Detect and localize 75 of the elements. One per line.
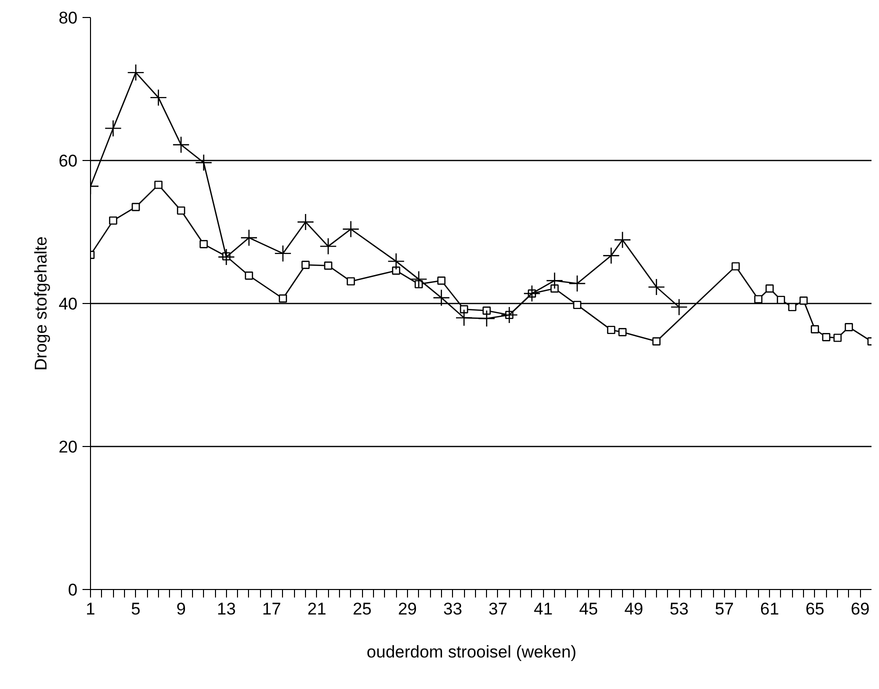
point (602, 246, 620, 264)
point (766, 284, 774, 293)
point (200, 240, 208, 248)
point (218, 248, 235, 266)
x-tick-label: 25 (352, 600, 372, 618)
point (652, 337, 661, 346)
x-tick-label: 33 (443, 600, 462, 618)
point (546, 272, 564, 290)
point (240, 229, 258, 246)
point (670, 298, 688, 316)
point (132, 202, 140, 212)
point (109, 216, 118, 225)
point (607, 326, 616, 334)
x-tick-label: 57 (714, 600, 734, 618)
point (320, 238, 337, 255)
point (104, 120, 122, 137)
point (392, 266, 400, 275)
point (500, 306, 518, 324)
point (478, 310, 496, 328)
point (296, 213, 314, 231)
point (278, 294, 288, 303)
point (648, 278, 666, 296)
x-tick-label: 1 (86, 600, 96, 618)
x-tick-label: 37 (488, 600, 508, 618)
point (437, 276, 446, 285)
point (346, 277, 355, 286)
point (732, 262, 740, 270)
x-axis-title: ouderdom strooisel (weken) (366, 642, 576, 662)
x-tick-label: 53 (670, 600, 689, 618)
point (810, 325, 820, 334)
point (573, 300, 582, 310)
point (455, 309, 473, 326)
y-tick-label: 40 (58, 294, 78, 314)
point (127, 64, 144, 82)
x-tick-label: 21 (307, 600, 326, 618)
point (172, 136, 190, 154)
point (799, 296, 808, 305)
y-tick-label: 80 (58, 8, 78, 28)
x-tick-label: 41 (534, 600, 553, 618)
x-tick-label: 65 (805, 600, 824, 618)
point (301, 260, 310, 269)
point (195, 154, 212, 172)
x-tick-label: 9 (176, 600, 186, 618)
point (618, 328, 627, 336)
point (550, 284, 559, 293)
y-tick-label: 20 (58, 438, 78, 456)
point (274, 244, 292, 262)
y-tick-label: 0 (68, 580, 78, 600)
y-axis-title: Droge stofgehalte (32, 236, 51, 371)
point (833, 334, 842, 342)
x-tick-label: 45 (579, 600, 598, 618)
point (754, 295, 762, 304)
x-tick-label: 69 (850, 600, 870, 618)
x-tick-label: 61 (760, 600, 780, 618)
x-tick-label: 5 (131, 600, 141, 618)
point (176, 206, 186, 215)
x-tick-label: 49 (624, 600, 644, 618)
x-tick-label: 29 (398, 600, 417, 618)
point (614, 231, 632, 248)
x-tick-label: 13 (216, 600, 236, 618)
y-tick-label: 60 (58, 152, 78, 170)
point (410, 270, 428, 288)
point (388, 252, 405, 270)
point (244, 272, 254, 280)
x-tick-label: 17 (262, 600, 282, 618)
point (844, 322, 853, 332)
point (150, 88, 168, 106)
point (342, 220, 360, 238)
point (460, 305, 468, 314)
point (324, 262, 332, 270)
point (568, 274, 586, 292)
point (523, 284, 541, 302)
point (822, 333, 830, 342)
point (154, 180, 163, 189)
point (432, 289, 450, 306)
